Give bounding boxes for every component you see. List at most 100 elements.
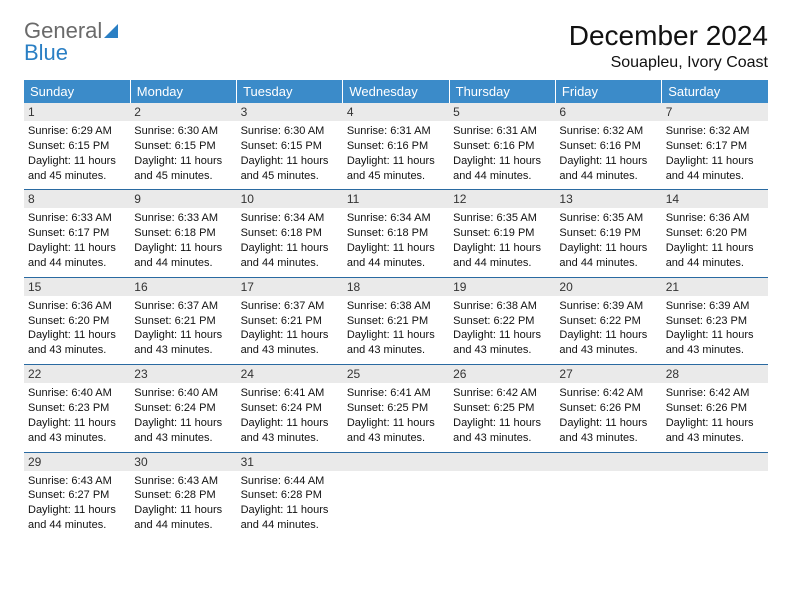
- sunrise-text: Sunrise: 6:30 AM: [241, 124, 339, 139]
- calendar-day-cell: 9Sunrise: 6:33 AMSunset: 6:18 PMDaylight…: [130, 190, 236, 277]
- day-number: 26: [449, 365, 555, 383]
- day-number: 10: [237, 190, 343, 208]
- sunrise-text: Sunrise: 6:38 AM: [453, 299, 551, 314]
- calendar-day-cell: 21Sunrise: 6:39 AMSunset: 6:23 PMDayligh…: [662, 277, 768, 364]
- calendar-day-cell: 20 Sunrise: 6:39 AMSunset: 6:22 PMDayligh…: [555, 277, 661, 364]
- sunset-text: Sunset: 6:25 PM: [347, 401, 445, 416]
- calendar-day-cell: 6Sunrise: 6:32 AMSunset: 6:16 PMDaylight…: [555, 103, 661, 190]
- day-number: 31: [237, 453, 343, 471]
- calendar-day-cell: 10Sunrise: 6:34 AMSunset: 6:18 PMDayligh…: [237, 190, 343, 277]
- day-info: Sunrise: 6:40 AMSunset: 6:24 PMDaylight:…: [134, 386, 232, 445]
- calendar-day-cell: 19Sunrise: 6:38 AMSunset: 6:22 PMDayligh…: [449, 277, 555, 364]
- sunset-text: Sunset: 6:20 PM: [28, 314, 126, 329]
- calendar-day-cell: 1 Sunrise: 6:29 AMSunset: 6:15 PMDaylight…: [24, 103, 130, 190]
- calendar-day-cell: 18Sunrise: 6:38 AMSunset: 6:21 PMDayligh…: [343, 277, 449, 364]
- sunset-text: Sunset: 6:22 PM: [559, 314, 657, 329]
- day-number: 2: [130, 103, 236, 121]
- calendar-day-cell: 24Sunrise: 6:41 AMSunset: 6:24 PMDayligh…: [237, 365, 343, 452]
- calendar-day-cell: 2Sunrise: 6:30 AMSunset: 6:15 PMDaylight…: [130, 103, 236, 190]
- daylight-text: Daylight: 11 hours and 44 minutes.: [453, 241, 551, 271]
- day-info: Sunrise: 6:35 AMSunset: 6:19 PMDaylight:…: [453, 211, 551, 270]
- calendar-day-cell: 12Sunrise: 6:35 AMSunset: 6:19 PMDayligh…: [449, 190, 555, 277]
- calendar-body: 1 Sunrise: 6:29 AMSunset: 6:15 PMDaylight…: [24, 103, 768, 539]
- calendar-day-cell: 7Sunrise: 6:32 AMSunset: 6:17 PMDaylight…: [662, 103, 768, 190]
- daylight-text: Daylight: 11 hours and 44 minutes.: [666, 241, 764, 271]
- calendar-day-cell: 27Sunrise: 6:42 AMSunset: 6:26 PMDayligh…: [555, 365, 661, 452]
- weekday-header: Friday: [555, 80, 661, 103]
- daylight-text: Daylight: 11 hours and 45 minutes.: [241, 154, 339, 184]
- brand-logo: General Blue: [24, 20, 122, 64]
- day-info: Sunrise: 6:43 AMSunset: 6:27 PMDaylight:…: [28, 474, 126, 533]
- day-number: 29: [24, 453, 130, 471]
- day-number: 4: [343, 103, 449, 121]
- day-info: Sunrise: 6:33 AMSunset: 6:17 PMDaylight:…: [28, 211, 126, 270]
- sunrise-text: Sunrise: 6:42 AM: [666, 386, 764, 401]
- day-info: Sunrise: 6:39 AMSunset: 6:22 PMDaylight:…: [559, 299, 657, 358]
- day-info: Sunrise: 6:36 AMSunset: 6:20 PMDaylight:…: [666, 211, 764, 270]
- sunset-text: Sunset: 6:18 PM: [241, 226, 339, 241]
- day-info: [347, 474, 445, 514]
- day-info: Sunrise: 6:38 AMSunset: 6:22 PMDaylight:…: [453, 299, 551, 358]
- calendar-day-cell: 29 Sunrise: 6:43 AMSunset: 6:27 PMDayligh…: [24, 452, 130, 539]
- sunrise-text: Sunrise: 6:43 AM: [134, 474, 232, 489]
- day-info: Sunrise: 6:29 AMSunset: 6:15 PMDaylight:…: [28, 124, 126, 183]
- sunrise-text: Sunrise: 6:32 AM: [559, 124, 657, 139]
- brand-word-blue: Blue: [24, 40, 68, 65]
- sunrise-text: Sunrise: 6:30 AM: [134, 124, 232, 139]
- day-info: Sunrise: 6:31 AMSunset: 6:16 PMDaylight:…: [347, 124, 445, 183]
- sunset-text: Sunset: 6:17 PM: [666, 139, 764, 154]
- sunset-text: Sunset: 6:26 PM: [559, 401, 657, 416]
- month-title: December 2024: [569, 20, 768, 52]
- daylight-text: Daylight: 11 hours and 43 minutes.: [666, 328, 764, 358]
- calendar-day-cell: 31 Sunrise: 6:44 AMSunset: 6:28 PMDayligh…: [237, 452, 343, 539]
- day-number: [343, 453, 449, 471]
- day-info: Sunrise: 6:42 AMSunset: 6:26 PMDaylight:…: [559, 386, 657, 445]
- calendar-day-cell: 26Sunrise: 6:42 AMSunset: 6:25 PMDayligh…: [449, 365, 555, 452]
- day-info: Sunrise: 6:32 AMSunset: 6:17 PMDaylight:…: [666, 124, 764, 183]
- calendar-day-cell: 17Sunrise: 6:37 AMSunset: 6:21 PMDayligh…: [237, 277, 343, 364]
- day-info: Sunrise: 6:42 AMSunset: 6:26 PMDaylight:…: [666, 386, 764, 445]
- sunset-text: Sunset: 6:25 PM: [453, 401, 551, 416]
- calendar-week-row: 29Sunrise: 6:43 AMSunset: 6:27 PMDayligh…: [24, 452, 768, 539]
- day-number: 17: [237, 278, 343, 296]
- sunset-text: Sunset: 6:21 PM: [347, 314, 445, 329]
- day-number: 20: [555, 278, 661, 296]
- day-info: Sunrise: 6:43 AMSunset: 6:28 PMDaylight:…: [134, 474, 232, 533]
- day-number: 14: [662, 190, 768, 208]
- daylight-text: Daylight: 11 hours and 43 minutes.: [134, 416, 232, 446]
- daylight-text: Daylight: 11 hours and 43 minutes.: [241, 416, 339, 446]
- sunset-text: Sunset: 6:28 PM: [241, 488, 339, 503]
- day-number: 16: [130, 278, 236, 296]
- weekday-header: Tuesday: [237, 80, 343, 103]
- day-number: 1: [24, 103, 130, 121]
- brand-text: General Blue: [24, 20, 122, 64]
- calendar-week-row: 22Sunrise: 6:40 AMSunset: 6:23 PMDayligh…: [24, 365, 768, 452]
- day-number: [555, 453, 661, 471]
- calendar-day-cell: 15Sunrise: 6:36 AMSunset: 6:20 PMDayligh…: [24, 277, 130, 364]
- calendar-day-cell: 30 Sunrise: 6:43 AMSunset: 6:28 PMDayligh…: [130, 452, 236, 539]
- daylight-text: Daylight: 11 hours and 44 minutes.: [453, 154, 551, 184]
- sunrise-text: Sunrise: 6:36 AM: [666, 211, 764, 226]
- calendar-week-row: 8Sunrise: 6:33 AMSunset: 6:17 PMDaylight…: [24, 190, 768, 277]
- day-info: Sunrise: 6:30 AMSunset: 6:15 PMDaylight:…: [241, 124, 339, 183]
- daylight-text: Daylight: 11 hours and 43 minutes.: [453, 416, 551, 446]
- sunrise-text: Sunrise: 6:40 AM: [28, 386, 126, 401]
- day-info: Sunrise: 6:38 AMSunset: 6:21 PMDaylight:…: [347, 299, 445, 358]
- day-info: Sunrise: 6:44 AMSunset: 6:28 PMDaylight:…: [241, 474, 339, 533]
- day-number: 30: [130, 453, 236, 471]
- sunrise-text: Sunrise: 6:41 AM: [241, 386, 339, 401]
- weekday-header: Monday: [130, 80, 236, 103]
- daylight-text: Daylight: 11 hours and 44 minutes.: [134, 503, 232, 533]
- day-number: 9: [130, 190, 236, 208]
- sunset-text: Sunset: 6:27 PM: [28, 488, 126, 503]
- sunrise-text: Sunrise: 6:43 AM: [28, 474, 126, 489]
- daylight-text: Daylight: 11 hours and 43 minutes.: [241, 328, 339, 358]
- calendar-day-cell: [555, 452, 661, 539]
- calendar-day-cell: 4 Sunrise: 6:31 AMSunset: 6:16 PMDaylight…: [343, 103, 449, 190]
- daylight-text: Daylight: 11 hours and 43 minutes.: [28, 328, 126, 358]
- day-info: [666, 474, 764, 514]
- day-number: 11: [343, 190, 449, 208]
- sunset-text: Sunset: 6:15 PM: [134, 139, 232, 154]
- daylight-text: Daylight: 11 hours and 43 minutes.: [559, 416, 657, 446]
- sunset-text: Sunset: 6:23 PM: [666, 314, 764, 329]
